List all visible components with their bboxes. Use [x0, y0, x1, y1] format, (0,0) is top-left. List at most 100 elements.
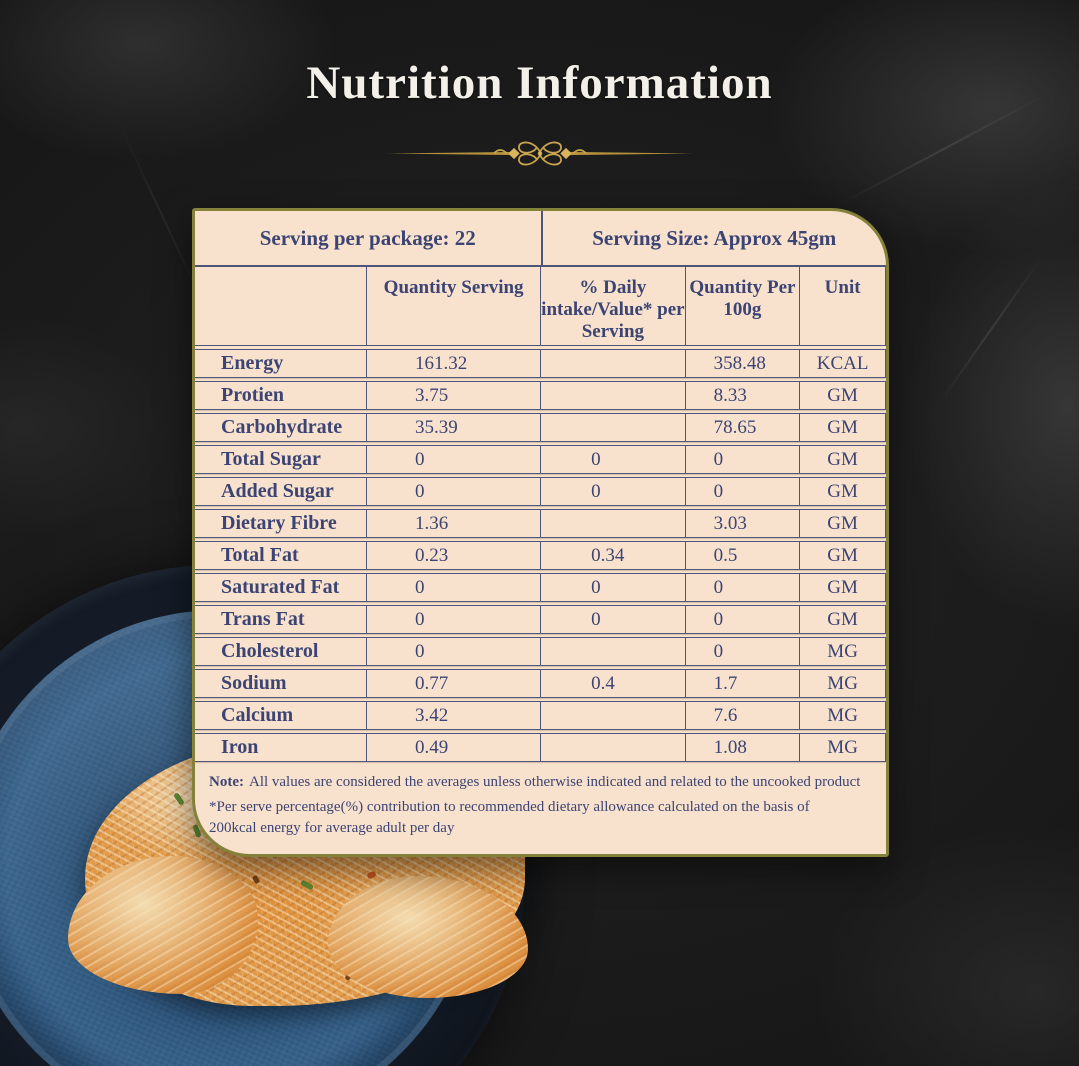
quantity-serving-value: 0	[367, 638, 542, 665]
unit-value: MG	[800, 670, 886, 697]
note-label: Note:	[209, 774, 244, 790]
daily-value-percent	[541, 702, 686, 729]
quantity-per-100g-value: 8.33	[686, 382, 801, 409]
nutrition-panel: Serving per package: 22 Serving Size: Ap…	[192, 208, 889, 857]
column-header-daily-value: % Daily intake/Value* per Serving	[541, 267, 686, 345]
serving-header-row: Serving per package: 22 Serving Size: Ap…	[195, 211, 886, 267]
table-row: Carbohydrate 35.39 78.65 GM	[195, 413, 886, 442]
quantity-per-100g-value: 1.7	[686, 670, 801, 697]
daily-value-percent: 0	[541, 606, 686, 633]
note-text: All values are considered the averages u…	[248, 774, 861, 790]
daily-value-percent: 0	[541, 574, 686, 601]
column-header-quantity-100g: Quantity Per 100g	[686, 267, 801, 345]
note-line-1: Note: All values are considered the avera…	[209, 772, 870, 793]
biryani-rice-cluster	[328, 876, 528, 998]
biryani-rice-cluster	[68, 856, 258, 994]
quantity-serving-value: 3.42	[367, 702, 542, 729]
nutrient-label: Protien	[195, 382, 368, 409]
unit-value: GM	[800, 414, 886, 441]
daily-value-percent	[541, 510, 686, 537]
table-row: Total Fat 0.23 0.34 0.5 GM	[195, 541, 886, 570]
table-row: Trans Fat 0 0 0 GM	[195, 605, 886, 634]
page-title: Nutrition Information	[306, 57, 773, 109]
daily-value-percent	[541, 382, 686, 409]
notes-section: Note: All values are considered the avera…	[195, 762, 886, 839]
quantity-per-100g-value: 0	[686, 606, 801, 633]
quantity-per-100g-value: 3.03	[686, 510, 801, 537]
nutrient-label: Energy	[195, 350, 368, 377]
spice-fleck	[365, 870, 377, 880]
note-line-2: *Per serve percentage(%) contribution to…	[209, 799, 810, 836]
unit-value: MG	[800, 734, 886, 761]
daily-value-percent	[541, 414, 686, 441]
daily-value-percent: 0.4	[541, 670, 686, 697]
quantity-serving-value: 0.23	[367, 542, 542, 569]
unit-value: GM	[800, 510, 886, 537]
table-row: Total Sugar 0 0 0 GM	[195, 445, 886, 474]
quantity-per-100g-value: 0.5	[686, 542, 801, 569]
herb-fleck	[173, 792, 185, 806]
serving-per-package: Serving per package: 22	[259, 225, 476, 250]
table-row: Iron 0.49 1.08 MG	[195, 733, 886, 762]
quantity-per-100g-value: 1.08	[686, 734, 801, 761]
nutrient-label: Sodium	[195, 670, 368, 697]
daily-value-percent	[541, 734, 686, 761]
table-row: Added Sugar 0 0 0 GM	[195, 477, 886, 506]
quantity-per-100g-value: 358.48	[686, 350, 801, 377]
quantity-serving-value: 0	[367, 478, 542, 505]
table-rows: Energy 161.32 358.48 KCAL Protien 3.75 8…	[195, 349, 886, 762]
quantity-per-100g-value: 0	[686, 574, 801, 601]
column-header-row: Quantity Serving % Daily intake/Value* p…	[195, 267, 886, 346]
background-scratch	[937, 256, 1043, 406]
nutrient-label: Total Sugar	[195, 446, 368, 473]
unit-value: MG	[800, 702, 886, 729]
table-row: Energy 161.32 358.48 KCAL	[195, 349, 886, 378]
quantity-serving-value: 161.32	[367, 350, 542, 377]
quantity-serving-value: 3.75	[367, 382, 542, 409]
quantity-serving-value: 0	[367, 574, 542, 601]
column-header-unit: Unit	[800, 267, 886, 345]
daily-value-percent: 0.34	[541, 542, 686, 569]
quantity-serving-value: 0.77	[367, 670, 542, 697]
quantity-serving-value: 0	[367, 606, 542, 633]
quantity-per-100g-value: 0	[686, 446, 801, 473]
nutrient-label: Dietary Fibre	[195, 510, 368, 537]
background-scratch	[833, 93, 1047, 209]
unit-value: GM	[800, 478, 886, 505]
gold-flourish-divider-icon	[387, 141, 693, 166]
nutrient-label: Calcium	[195, 702, 368, 729]
nutrient-label: Total Fat	[195, 542, 368, 569]
unit-value: GM	[800, 574, 886, 601]
nutrient-label: Iron	[195, 734, 368, 761]
quantity-serving-value: 35.39	[367, 414, 542, 441]
herb-fleck	[300, 879, 313, 890]
quantity-per-100g-value: 0	[686, 638, 801, 665]
unit-value: KCAL	[800, 350, 886, 377]
table-row: Dietary Fibre 1.36 3.03 GM	[195, 509, 886, 538]
unit-value: GM	[800, 382, 886, 409]
table-row: Cholesterol 0 0 MG	[195, 637, 886, 666]
daily-value-percent: 0	[541, 446, 686, 473]
column-header-quantity-serving: Quantity Serving	[367, 267, 542, 345]
table-row: Saturated Fat 0 0 0 GM	[195, 573, 886, 602]
unit-value: GM	[800, 446, 886, 473]
column-header-blank	[195, 267, 368, 345]
background-scratch	[116, 119, 204, 303]
daily-value-percent	[541, 350, 686, 377]
table-row: Sodium 0.77 0.4 1.7 MG	[195, 669, 886, 698]
table-row: Calcium 3.42 7.6 MG	[195, 701, 886, 730]
serving-size: Serving Size: Approx 45gm	[540, 211, 887, 265]
nutrient-label: Cholesterol	[195, 638, 368, 665]
nutrient-label: Saturated Fat	[195, 574, 368, 601]
nutrient-label: Trans Fat	[195, 606, 368, 633]
quantity-per-100g-value: 78.65	[686, 414, 801, 441]
spice-fleck	[252, 875, 261, 885]
daily-value-percent: 0	[541, 478, 686, 505]
nutrient-label: Added Sugar	[195, 478, 368, 505]
table-row: Protien 3.75 8.33 GM	[195, 381, 886, 410]
quantity-serving-value: 0.49	[367, 734, 542, 761]
quantity-serving-value: 1.36	[367, 510, 542, 537]
unit-value: GM	[800, 542, 886, 569]
daily-value-percent	[541, 638, 686, 665]
